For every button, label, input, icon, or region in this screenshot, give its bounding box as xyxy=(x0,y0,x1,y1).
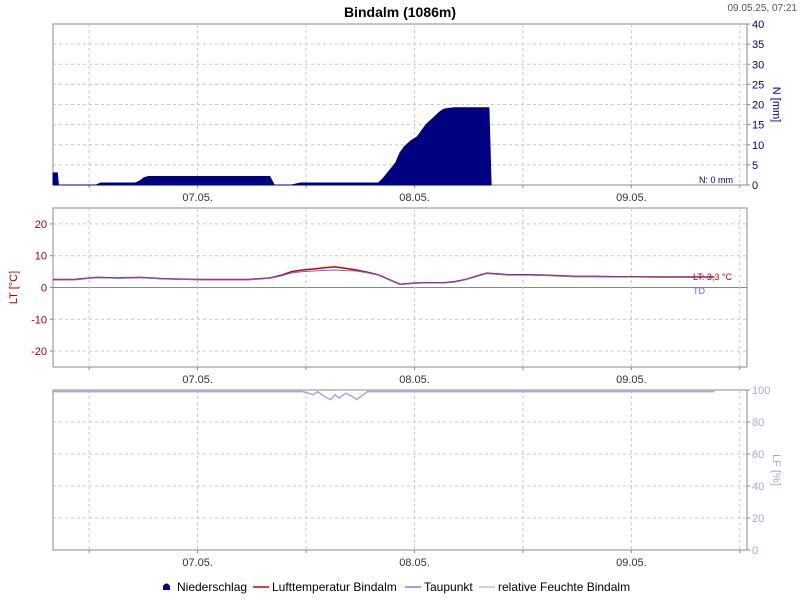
y-tick-label: 30 xyxy=(752,59,764,71)
timestamp: 09.05.25, 07:21 xyxy=(727,3,797,14)
y-axis-label: LF [%] xyxy=(770,454,782,486)
y-tick-label: 0 xyxy=(41,283,47,295)
y-tick-label: 20 xyxy=(752,513,764,525)
y-tick-label: -10 xyxy=(31,314,47,326)
y-axis-label: N [mm] xyxy=(770,87,782,122)
legend: Niederschlag Lufttemperatur Bindalm Taupun… xyxy=(163,580,630,594)
x-tick-label: 08.05. xyxy=(399,192,430,204)
precip-area-icon xyxy=(163,583,170,590)
y-tick-label: 40 xyxy=(752,19,764,31)
y-tick-label: 15 xyxy=(752,120,764,132)
current-value-label: N: 0 mm xyxy=(699,175,733,185)
y-tick-label: 100 xyxy=(752,385,770,397)
y-axis-label: LT [°C] xyxy=(8,271,20,304)
panel-precipitation: 0 5 10 15 20 25 30 35 40 07.05. 08.05. 09.05. N [mm]… xyxy=(52,19,782,204)
y-tick-label: 80 xyxy=(752,417,764,429)
panel-humidity: 0 20 40 60 80 100 07.05. 08.05. 09.05. LF [%] xyxy=(52,385,782,569)
legend-label: Niederschlag xyxy=(177,580,247,594)
y-tick-label: 10 xyxy=(752,140,764,152)
x-tick-label: 08.05. xyxy=(399,374,430,386)
series-line-relative-feuchte-bindalm xyxy=(53,390,715,401)
legend-label: Lufttemperatur Bindalm xyxy=(272,580,397,594)
legend-label: relative Feuchte Bindalm xyxy=(498,580,630,594)
y-tick-label: -20 xyxy=(31,346,47,358)
current-dewpoint-label: TD xyxy=(693,286,705,296)
x-tick-label: 07.05. xyxy=(182,557,213,569)
x-tick-label: 07.05. xyxy=(182,192,213,204)
y-tick-label: 40 xyxy=(752,481,764,493)
x-tick-label: 09.05. xyxy=(616,557,647,569)
x-tick-label: 07.05. xyxy=(182,374,213,386)
y-tick-label: 0 xyxy=(752,180,758,192)
y-tick-label: 35 xyxy=(752,39,764,51)
series-line-taupunkt xyxy=(53,269,715,286)
x-tick-label: 08.05. xyxy=(399,557,430,569)
current-temp-label: LT: 3,3 °C xyxy=(693,272,732,282)
y-tick-label: 20 xyxy=(752,100,764,112)
x-tick-label: 09.05. xyxy=(616,192,647,204)
plot-frame xyxy=(52,389,748,551)
precip-area xyxy=(52,107,492,186)
panel-temperature: -20 -10 0 10 20 07.05. 08.05. 09.05. LT [°C] LT: … xyxy=(8,207,748,386)
y-tick-label: 10 xyxy=(35,251,47,263)
y-tick-label: 25 xyxy=(752,79,764,91)
chart-title: Bindalm (1086m) xyxy=(344,4,456,20)
y-tick-label: 0 xyxy=(752,545,758,557)
y-tick-label: 60 xyxy=(752,449,764,461)
y-tick-label: 5 xyxy=(752,160,758,172)
x-tick-label: 09.05. xyxy=(616,374,647,386)
y-tick-label: 20 xyxy=(35,219,47,231)
legend-label: Taupunkt xyxy=(424,580,473,594)
